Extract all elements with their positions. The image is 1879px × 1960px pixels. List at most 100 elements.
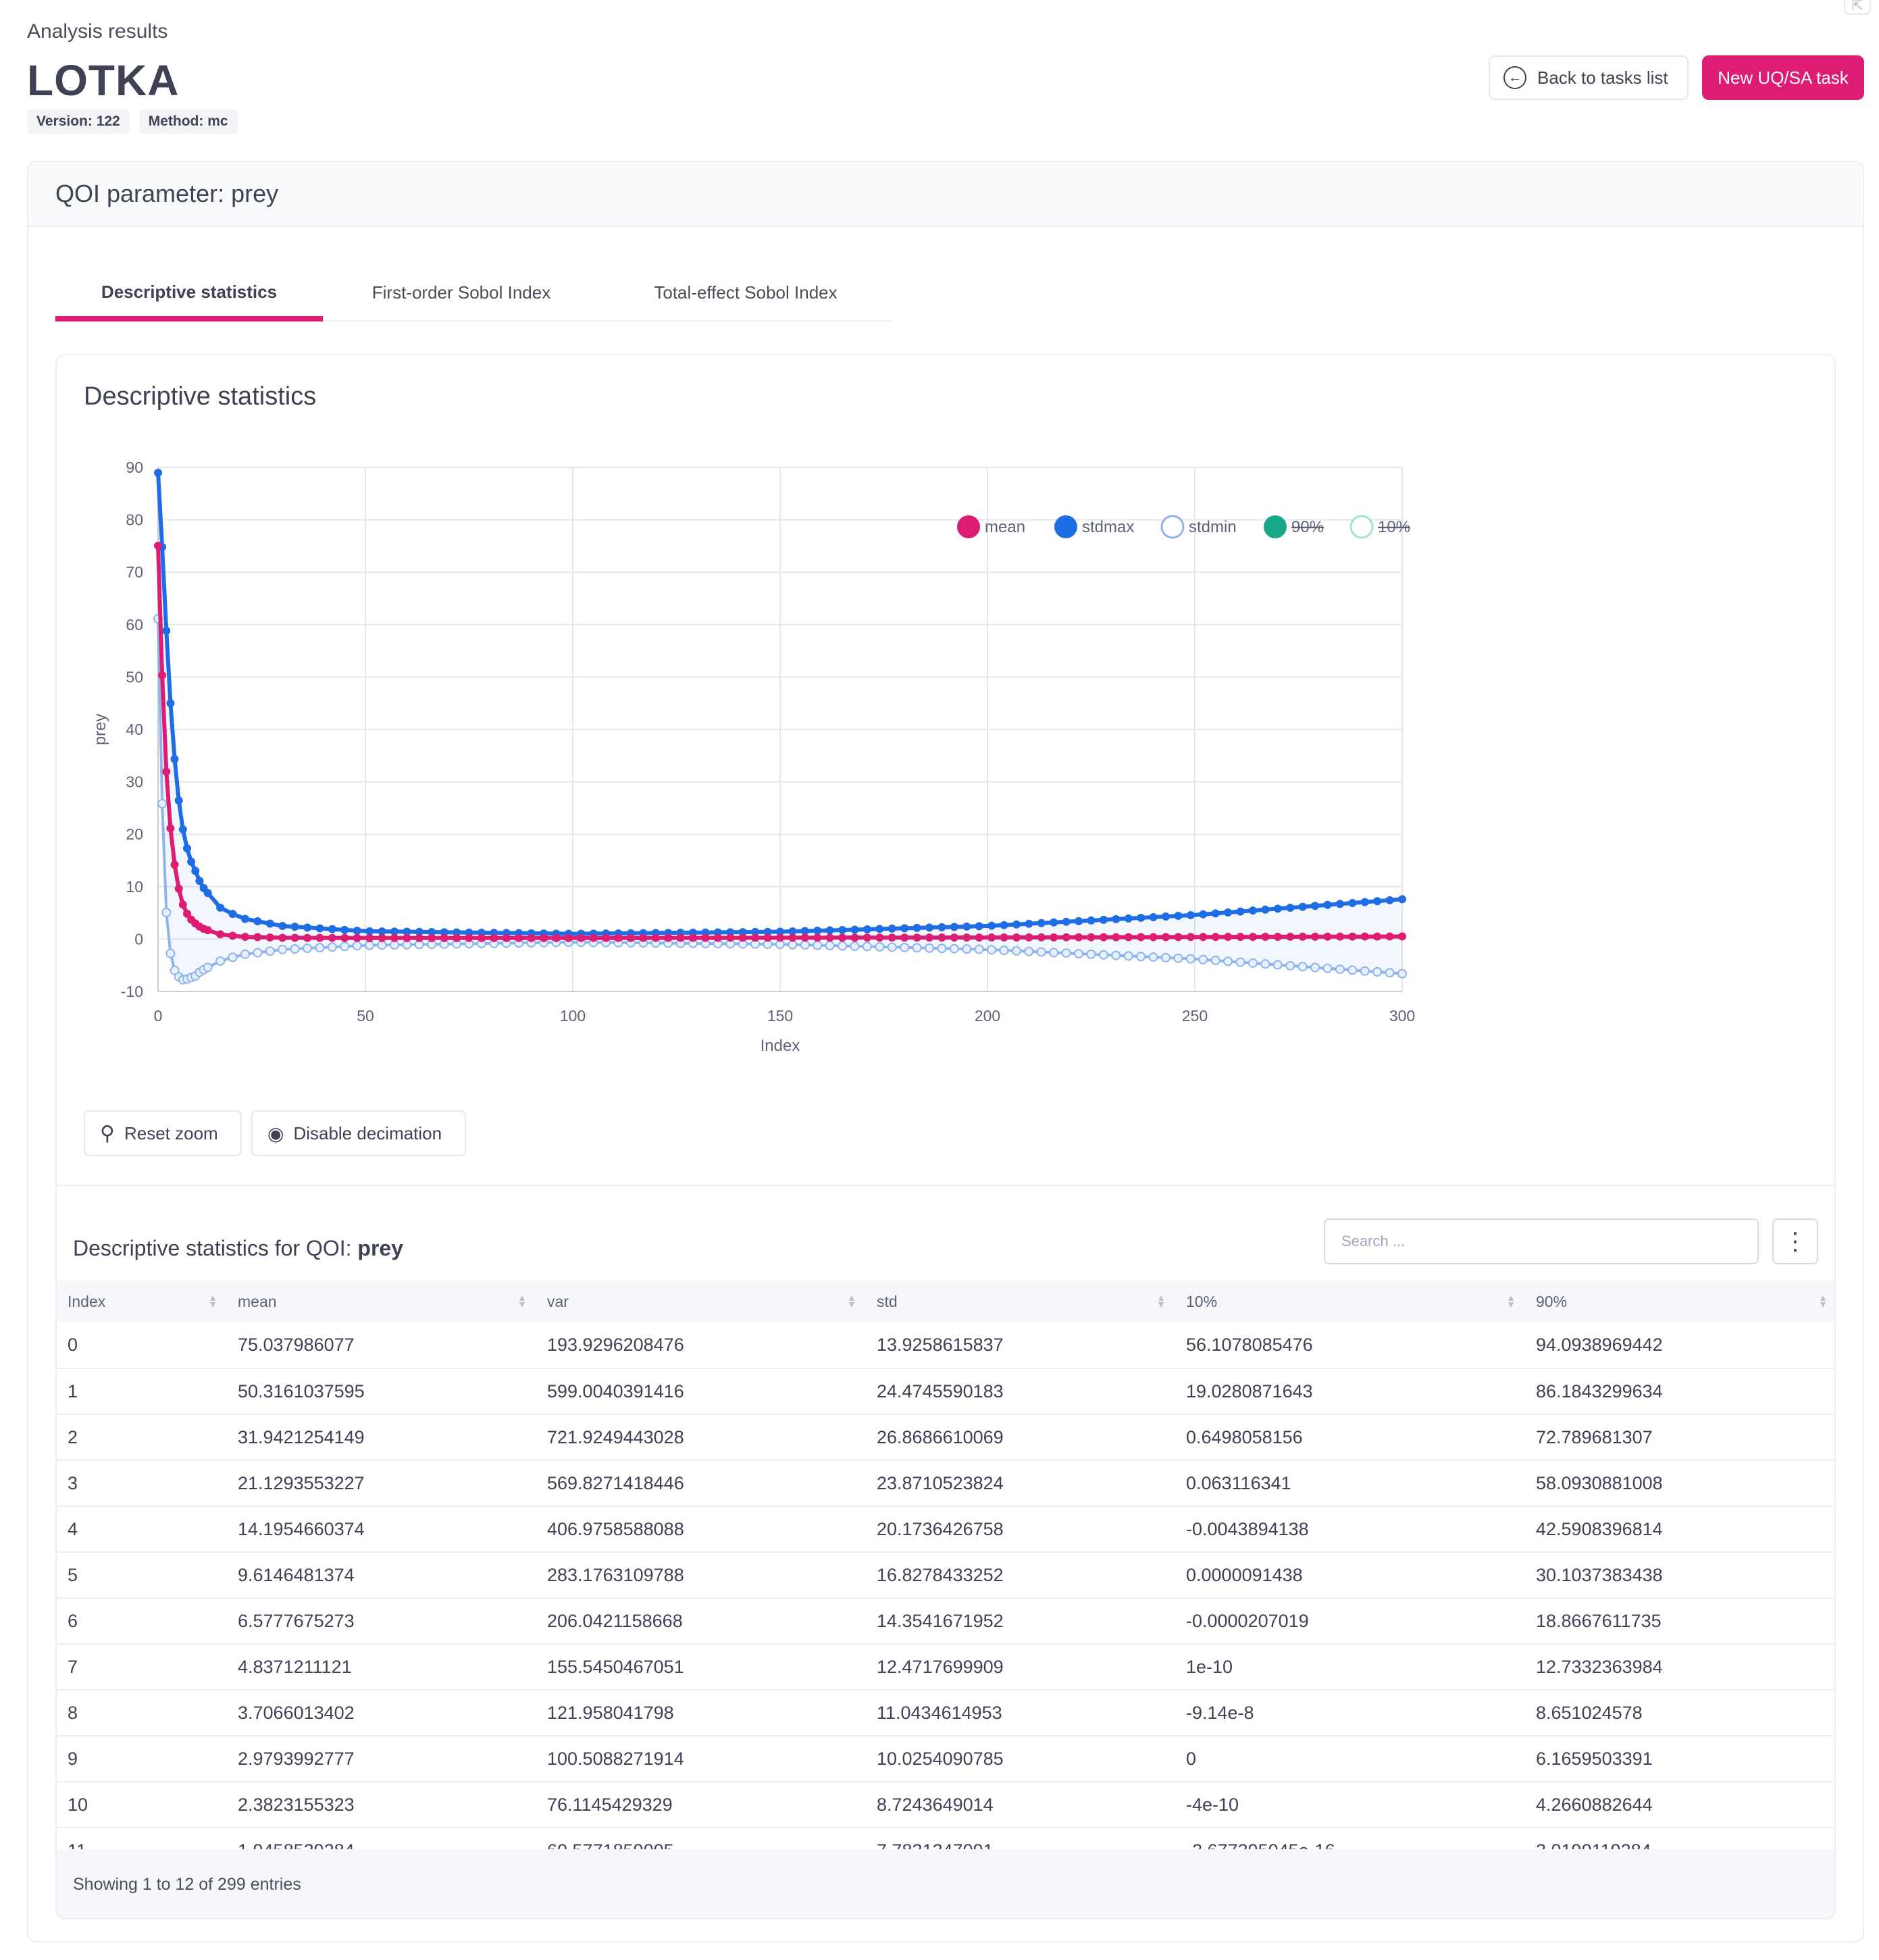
point-stdmin (1198, 954, 1208, 964)
table-cell: 0 (1186, 1748, 1197, 1769)
point-stdmin (999, 946, 1009, 956)
point-mean (490, 933, 498, 942)
point-mean (1273, 932, 1282, 941)
point-stdmax (1199, 910, 1208, 919)
table-cell: 5 (68, 1564, 78, 1585)
point-mean (1149, 933, 1158, 942)
tab-descriptive-statistics[interactable]: Descriptive statistics (55, 263, 323, 321)
back-to-tasks-button[interactable]: ← Back to tasks list (1489, 55, 1689, 100)
column-header-p10[interactable]: 10% ▲ ▼ (1186, 1292, 1516, 1310)
legend-item-2[interactable]: stdmin (1189, 518, 1237, 536)
table-row: 2 31.9421254149 721.9249443028 26.868661006… (57, 1414, 1834, 1460)
more-options-icon[interactable]: ⋮ (1772, 1218, 1818, 1264)
table-cell: 11.0434614953 (877, 1702, 1002, 1723)
point-stdmax (191, 867, 200, 875)
point-stdmax (315, 924, 324, 933)
table-row: 7 4.8371211121 155.5450467051 12.4717699909… (57, 1644, 1834, 1690)
table-cell: 24.4745590183 (877, 1381, 1004, 1401)
point-mean (838, 933, 847, 942)
disable-decimation-button[interactable]: ◉ Disable decimation (251, 1110, 466, 1156)
table-cell: 10.0254090785 (877, 1748, 1004, 1769)
expand-icon[interactable]: ⇱ (1844, 0, 1871, 15)
table-cell: 4 (68, 1518, 78, 1539)
tab-total-effect-sobol[interactable]: Total-effect Sobol Index (654, 282, 838, 303)
point-mean (863, 933, 871, 942)
table-cell: 76.1145429329 (547, 1794, 673, 1815)
column-header-std[interactable]: std ▲ ▼ (877, 1292, 1166, 1310)
point-mean (800, 933, 809, 942)
point-mean (813, 933, 822, 942)
table-cell: 1e-10 (1186, 1656, 1233, 1677)
point-mean (1236, 933, 1245, 942)
point-mean (403, 933, 411, 942)
y-tick-label: 30 (126, 773, 143, 791)
column-header-mean[interactable]: mean ▲ ▼ (238, 1292, 527, 1310)
table-cell: 12.4717699909 (877, 1656, 1004, 1677)
point-stdmax (1050, 918, 1058, 927)
table-search-input[interactable]: Search ... (1324, 1218, 1759, 1264)
table-row: 3 21.1293553227 569.8271418446 23.871052382… (57, 1460, 1834, 1506)
point-mean (540, 933, 548, 942)
point-mean (825, 933, 834, 942)
legend-item-1[interactable]: stdmax (1082, 518, 1134, 536)
point-stdmax (162, 627, 171, 636)
point-stdmax (1025, 919, 1033, 928)
tab-first-order-sobol[interactable]: First-order Sobol Index (371, 282, 551, 303)
point-stdmin (949, 944, 959, 954)
table-cell: 6 (68, 1610, 78, 1631)
y-tick-label: 70 (126, 563, 143, 581)
point-stdmax (850, 925, 859, 934)
point-mean (1385, 932, 1394, 941)
table-cell: 8.651024578 (1536, 1702, 1643, 1723)
table-cell: 20.1736426758 (877, 1518, 1004, 1539)
x-tick-label: 0 (154, 1007, 163, 1025)
point-stdmax (1273, 904, 1282, 913)
table-cell: 8 (68, 1702, 78, 1723)
point-stdmax (925, 923, 934, 932)
point-mean (713, 933, 722, 942)
point-mean (639, 933, 648, 942)
reset-zoom-button[interactable]: ⚲ Reset zoom (84, 1110, 242, 1156)
legend-item-4[interactable]: 10% (1378, 518, 1410, 536)
point-mean (626, 933, 635, 942)
point-mean (1261, 933, 1270, 942)
point-stdmin (340, 942, 350, 952)
point-mean (1373, 932, 1382, 941)
point-stdmax (340, 925, 349, 934)
legend-item-3[interactable]: 90% (1291, 518, 1324, 536)
legend-swatch (1160, 515, 1185, 539)
column-header-var[interactable]: var ▲ ▼ (547, 1292, 856, 1310)
point-stdmax (875, 925, 884, 933)
point-mean (315, 933, 324, 942)
point-stdmax (440, 928, 448, 937)
point-stdmin (838, 941, 848, 951)
legend-item-0[interactable]: mean (985, 518, 1025, 536)
point-stdmin (825, 941, 835, 951)
point-stdmax (975, 922, 983, 931)
column-header-p90[interactable]: 90% ▲ ▼ (1536, 1292, 1828, 1310)
point-stdmin (161, 908, 172, 918)
point-stdmax (1335, 900, 1344, 908)
point-stdmax (1224, 908, 1233, 917)
table-info: Showing 1 to 12 of 299 entries (57, 1849, 1834, 1918)
table-cell: 2.9793992777 (238, 1748, 355, 1769)
point-mean (912, 933, 921, 942)
qoi-card: QOI parameter: prey Descriptive statisti… (27, 161, 1864, 1942)
point-mean (1162, 933, 1170, 942)
point-stdmax (290, 923, 299, 931)
point-stdmax (182, 844, 191, 853)
table-cell: 9 (68, 1748, 78, 1769)
point-mean (987, 933, 996, 942)
point-stdmin (1086, 949, 1096, 959)
table-row: 5 9.6146481374 283.1763109788 16.8278433252… (57, 1552, 1834, 1598)
point-mean (1025, 933, 1033, 942)
new-task-button[interactable]: New UQ/SA task (1702, 55, 1864, 100)
table-cell: 94.0938969442 (1536, 1335, 1663, 1355)
point-stdmin (1136, 952, 1146, 962)
point-mean (850, 933, 859, 942)
column-header-index[interactable]: Index ▲ ▼ (68, 1292, 217, 1310)
point-stdmin (862, 942, 872, 952)
point-stdmin (1098, 950, 1108, 960)
point-stdmax (1286, 903, 1295, 912)
